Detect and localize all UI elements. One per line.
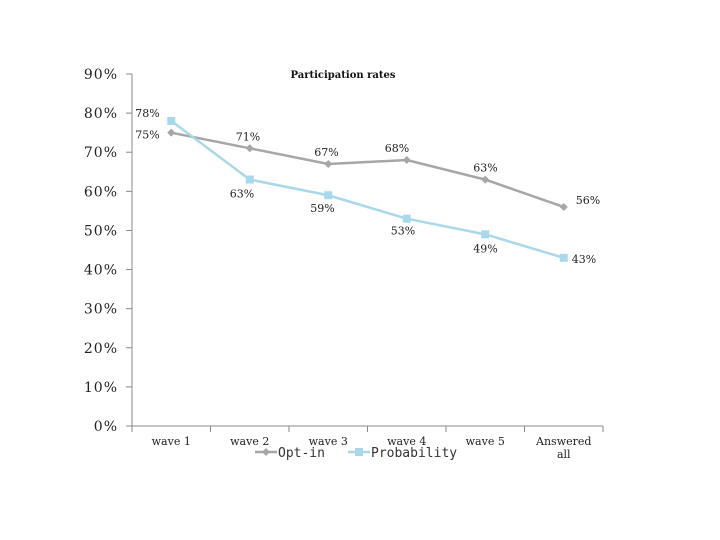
data-point [481,230,490,239]
series-layer: 75% 71% 67% 68% 63% 56% 78% 63% 59% 53% 49% 43% [135,107,600,266]
data-point [245,144,254,153]
y-tick-label: 60% [84,184,118,200]
data-label: 49% [473,242,497,255]
x-tick-label: wave 3 [309,435,348,448]
legend-item: Probability [348,446,457,461]
y-tick-label: 30% [84,302,118,318]
y-tick-label: 40% [84,263,118,279]
data-label: 71% [236,130,260,143]
data-label: 68% [385,142,409,155]
data-label: 43% [572,253,596,266]
legend-marker [262,448,270,456]
y-tick-label: 0% [94,419,118,435]
data-point [402,214,411,223]
y-tick-label: 80% [84,106,118,122]
data-point [559,202,568,211]
x-tick-label: Answered all [535,435,591,461]
x-tick-label: wave 2 [230,435,269,448]
data-label: 63% [230,188,254,201]
data-label: 67% [314,146,338,159]
legend-marker [355,448,363,456]
y-tick-label: 50% [84,223,118,239]
y-tick-label: 90% [84,67,118,83]
series-probability: 78% 63% 59% 53% 49% 43% [135,107,596,266]
data-point [324,159,333,168]
data-label: 59% [310,202,334,215]
x-tick-label: wave 4 [387,435,426,448]
axes: 0% 10% 20% 30% 40% 50% 60% 70% 80% 90% wave 1 wave … [84,67,604,461]
series-line [170,119,565,260]
data-point [481,175,490,184]
data-point [324,191,333,200]
x-tick-label: wave 5 [466,435,505,448]
legend: Opt-in Probability [255,446,457,461]
data-label: 53% [391,225,415,238]
data-point [402,156,411,165]
data-point [167,116,176,125]
series-line [171,131,565,209]
legend-label: Opt-in [278,446,325,461]
y-tick-label: 70% [84,145,118,161]
data-point [559,253,568,262]
data-label: 75% [135,129,159,142]
data-label: 63% [473,162,497,175]
series-opt-in: 75% 71% 67% 68% 63% 56% [135,128,600,211]
x-tick-label: wave 1 [152,435,191,448]
y-tick-label: 10% [84,380,118,396]
legend-item: Opt-in [255,446,325,461]
chart-title: Participation rates [291,70,396,81]
y-tick-label: 20% [84,341,118,357]
legend-label: Probability [371,446,457,461]
data-point [245,175,254,184]
data-point [167,128,176,137]
data-label: 78% [135,107,159,120]
data-label: 56% [576,194,600,207]
